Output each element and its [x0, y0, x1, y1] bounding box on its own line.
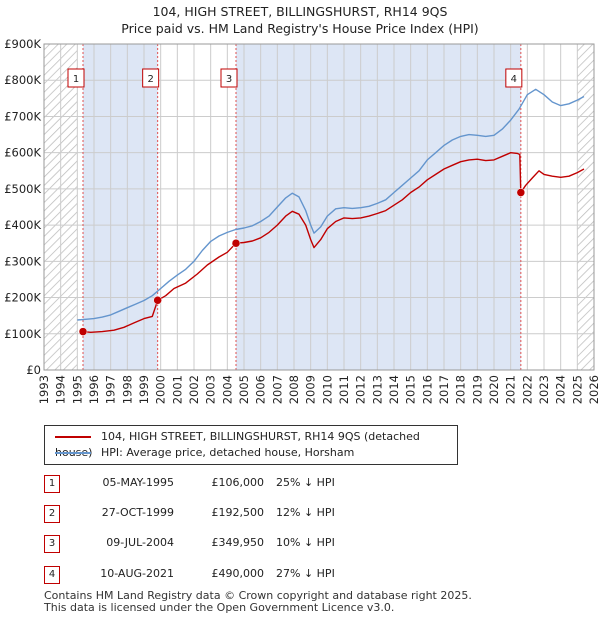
transaction-price: £490,000 [211, 567, 265, 580]
legend-item-property: 104, HIGH STREET, BILLINGSHURST, RH14 9Q… [55, 429, 457, 459]
x-tick-label: 2023 [537, 375, 551, 404]
transaction-number: 3 [44, 535, 60, 553]
sale-number-box [142, 68, 160, 88]
x-tick-label: 2025 [570, 375, 584, 404]
transaction-price: £349,950 [211, 536, 265, 549]
y-tick-label: £300K [4, 254, 41, 268]
y-tick-label: £0 [26, 363, 41, 377]
x-tick-label: 2022 [520, 375, 534, 404]
transaction-price: £192,500 [211, 506, 265, 519]
table-row: 2 27-OCT-1999 £192,500 12% ↓ HPI [44, 505, 464, 523]
x-tick-label: 1997 [104, 375, 118, 404]
x-tick-label: 2008 [287, 375, 301, 404]
x-tick-label: 2021 [504, 375, 518, 404]
transaction-date: 09-JUL-2004 [106, 536, 174, 549]
legend-label-hpi: HPI: Average price, detached house, Hors… [101, 446, 355, 459]
x-tick-label: 2019 [470, 375, 484, 404]
footer-copyright: Contains HM Land Registry data © Crown c… [44, 589, 472, 602]
sale-number-box [505, 68, 523, 88]
x-tick-label: 1998 [120, 375, 134, 404]
transaction-date: 27-OCT-1999 [101, 506, 174, 519]
transaction-date: 10-AUG-2021 [100, 567, 174, 580]
x-tick-label: 2009 [304, 375, 318, 404]
x-tick-label: 2020 [487, 375, 501, 404]
chart-title-line2: Price paid vs. HM Land Registry's House … [121, 21, 479, 36]
x-tick-label: 2014 [387, 375, 401, 404]
x-tick-label: 2017 [437, 375, 451, 404]
y-tick-label: £600K [4, 146, 41, 160]
transaction-price: £106,000 [211, 476, 265, 489]
x-tick-label: 2012 [354, 375, 368, 404]
sale-number-label: 1 [73, 74, 79, 85]
y-tick-label: £500K [4, 182, 41, 196]
x-tick-label: 2007 [270, 375, 284, 404]
transaction-hpi-diff: 12% ↓ HPI [276, 506, 335, 519]
x-tick-label: 1999 [137, 375, 151, 404]
transaction-hpi-diff: 25% ↓ HPI [276, 476, 335, 489]
sale-point [78, 327, 88, 336]
price-chart: 1 2 3 4 £0 £100K £200K £300K £400K £500K £600K £70… [4, 37, 600, 404]
x-tick-label: 1996 [87, 375, 101, 404]
transaction-hpi-diff: 10% ↓ HPI [276, 536, 335, 549]
sale-point [231, 238, 241, 248]
sale-number-label: 2 [147, 74, 153, 85]
x-tick-label: 1995 [70, 375, 84, 404]
x-tick-label: 2011 [337, 375, 351, 404]
x-tick-label: 1993 [37, 375, 51, 404]
plot-frame [43, 43, 595, 371]
legend-item-hpi: HPI: Average price, detached house, Hors… [55, 445, 354, 461]
table-row: 1 05-MAY-1995 £106,000 25% ↓ HPI [44, 475, 464, 493]
legend-swatch-property [55, 436, 91, 438]
x-tick-label: 2004 [220, 375, 234, 404]
x-tick-label: 2003 [204, 375, 218, 404]
y-tick-label: £900K [4, 37, 41, 51]
transaction-number: 2 [44, 505, 60, 523]
x-tick-label: 2013 [370, 375, 384, 404]
footer: Contains HM Land Registry data © Crown c… [44, 590, 472, 614]
ownership-shade [83, 44, 158, 370]
sale-number-box [220, 68, 238, 88]
y-tick-label: £200K [4, 291, 41, 305]
sale-point [153, 296, 162, 305]
y-tick-label: £800K [4, 73, 41, 87]
transaction-hpi-diff: 27% ↓ HPI [276, 567, 335, 580]
transaction-date: 05-MAY-1995 [102, 476, 174, 489]
x-tick-label: 2026 [587, 375, 600, 404]
y-tick-label: £100K [4, 327, 41, 341]
hpi-series-line [77, 88, 585, 321]
table-row: 4 10-AUG-2021 £490,000 27% ↓ HPI [44, 566, 464, 584]
sale-number-label: 4 [511, 74, 517, 85]
x-tick-label: 2005 [237, 375, 251, 404]
sale-number-label: 3 [226, 74, 232, 85]
legend-swatch-hpi [55, 452, 91, 454]
sale-point [516, 188, 526, 197]
x-tick-label: 2015 [404, 375, 418, 404]
legend-label-property: 104, HIGH STREET, BILLINGSHURST, RH14 9Q… [55, 430, 420, 459]
property-series-line [82, 152, 585, 333]
transaction-number: 1 [44, 475, 60, 493]
x-tick-label: 2010 [320, 375, 334, 404]
footer-license: This data is licensed under the Open Gov… [44, 601, 395, 614]
table-row: 3 09-JUL-2004 £349,950 10% ↓ HPI [44, 535, 464, 553]
y-tick-label: £400K [4, 218, 41, 232]
x-tick-label: 2016 [420, 375, 434, 404]
x-tick-label: 1994 [54, 375, 68, 404]
x-tick-label: 2018 [454, 375, 468, 404]
transaction-number: 4 [44, 566, 60, 584]
x-tick-label: 2000 [154, 375, 168, 404]
x-tick-label: 2001 [170, 375, 184, 404]
x-tick-label: 2002 [187, 375, 201, 404]
legend: 104, HIGH STREET, BILLINGSHURST, RH14 9Q… [44, 425, 458, 465]
sale-number-box [67, 68, 85, 88]
chart-title-line1: 104, HIGH STREET, BILLINGSHURST, RH14 9Q… [152, 4, 448, 19]
hatched-region [577, 44, 594, 370]
y-tick-label: £700K [4, 109, 41, 123]
ownership-shade [236, 44, 521, 370]
x-tick-label: 2006 [254, 375, 268, 404]
x-tick-label: 2024 [554, 375, 568, 404]
